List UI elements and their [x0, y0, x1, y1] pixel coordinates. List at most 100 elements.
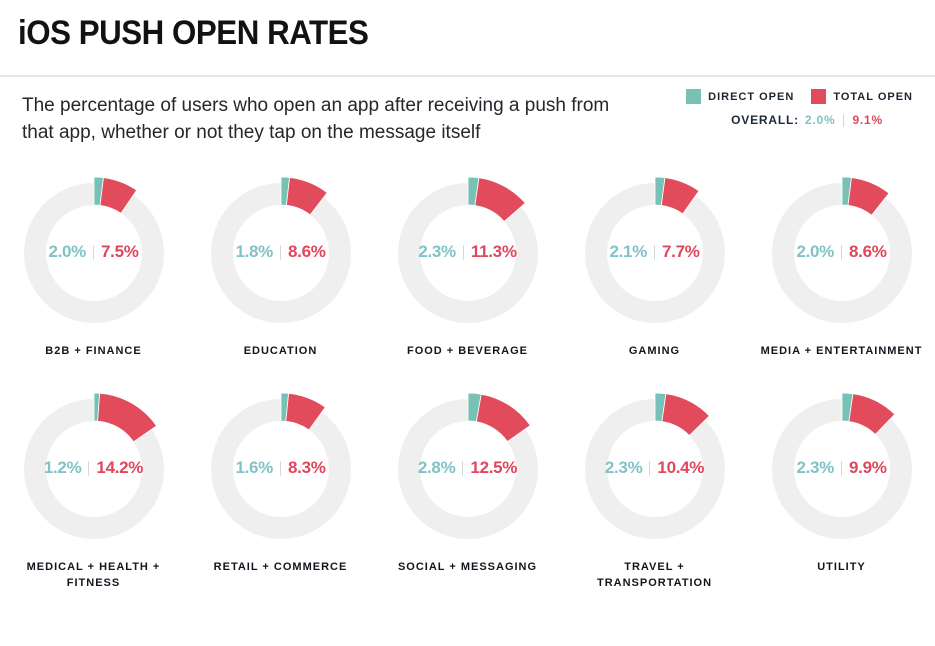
total-open-value: 9.9%	[849, 458, 887, 478]
header-divider	[0, 75, 935, 77]
total-open-arc	[847, 177, 890, 216]
total-open-value: 11.3%	[470, 242, 517, 262]
total-open-arc	[285, 177, 328, 216]
total-open-arc	[473, 177, 526, 223]
total-open-legend-label: TOTAL OPEN	[833, 90, 913, 103]
donut-chart: 2.3% 10.4%	[574, 388, 736, 550]
donut-cell: 2.3% 11.3% FOOD + BEVERAGE	[374, 172, 561, 372]
category-label: UTILITY	[817, 561, 866, 573]
total-open-value: 7.7%	[662, 242, 700, 262]
total-open-swatch	[811, 89, 827, 104]
total-open-value: 8.6%	[288, 242, 326, 262]
donut-svg	[584, 392, 725, 539]
category-label: SOCIAL + MESSAGING	[397, 561, 538, 573]
direct-open-legend-label: DIRECT OPEN	[708, 90, 795, 103]
donut-cell: 2.8% 12.5% SOCIAL + MESSAGING	[374, 388, 561, 592]
legend: DIRECT OPEN TOTAL OPEN	[686, 89, 913, 104]
donut-center-values: 1.2% 14.2%	[13, 458, 175, 478]
direct-open-value: 2.0%	[48, 242, 86, 262]
donut-svg	[23, 176, 164, 323]
donut-center-values: 2.3% 10.4%	[574, 458, 736, 478]
donut-chart: 2.3% 11.3%	[387, 172, 549, 334]
donut-cell: 1.6% 8.3% RETAIL + COMMERCE	[187, 388, 374, 592]
direct-open-value: 1.2%	[43, 458, 82, 478]
total-open-arc	[99, 177, 137, 214]
direct-open-value: 2.3%	[796, 458, 834, 478]
center-value-divider	[462, 244, 464, 260]
direct-open-value: 2.0%	[796, 242, 834, 262]
donut-svg	[23, 392, 164, 539]
direct-open-value: 2.8%	[417, 458, 456, 478]
category-label: MEDICAL + HEALTH + FITNESS	[26, 561, 161, 589]
direct-open-value: 1.6%	[235, 458, 273, 478]
intro-section: The percentage of users who open an app …	[0, 77, 935, 167]
donut-center-values: 2.1% 7.7%	[574, 242, 736, 262]
donut-chart: 2.0% 8.6%	[761, 172, 923, 334]
donut-chart: 2.1% 7.7%	[574, 172, 736, 334]
total-open-arc	[847, 393, 895, 435]
total-open-arc	[96, 392, 157, 443]
page-title: iOS PUSH OPEN RATES	[18, 14, 369, 52]
overall-divider	[843, 113, 845, 127]
total-open-arc	[475, 393, 531, 443]
category-label: GAMING	[628, 345, 681, 357]
donut-grid: 2.0% 7.5% B2B + FINANCE 1.8% 8.6% EDUCATION 2.…	[0, 172, 935, 592]
overall-total-value: 9.1%	[852, 113, 883, 127]
donut-svg	[771, 392, 912, 539]
center-value-divider	[462, 460, 464, 476]
center-value-divider	[654, 244, 655, 260]
donut-cell: 1.2% 14.2% MEDICAL + HEALTH + FITNESS	[0, 388, 187, 592]
donut-center-values: 1.6% 8.3%	[200, 458, 362, 478]
donut-svg	[210, 176, 351, 323]
total-open-value: 12.5%	[470, 458, 518, 478]
overall-stats: OVERALL: 2.0% 9.1%	[686, 113, 883, 127]
donut-svg	[771, 176, 912, 323]
donut-svg	[397, 392, 538, 539]
total-open-value: 10.4%	[657, 458, 705, 478]
direct-open-value: 2.3%	[418, 242, 456, 262]
total-open-arc	[284, 392, 326, 431]
total-open-value: 8.6%	[849, 242, 887, 262]
center-value-divider	[841, 460, 842, 476]
donut-chart: 2.0% 7.5%	[13, 172, 175, 334]
center-value-divider	[841, 244, 842, 260]
legend-area: DIRECT OPEN TOTAL OPEN OVERALL: 2.0% 9.1…	[686, 89, 913, 127]
donut-cell: 2.3% 10.4% TRAVEL + TRANSPORTATION	[561, 388, 748, 592]
page-subtitle: The percentage of users who open an app …	[22, 95, 610, 143]
direct-open-value: 2.1%	[609, 242, 647, 262]
total-open-arc	[660, 393, 710, 437]
category-label: B2B + FINANCE	[45, 345, 142, 357]
direct-open-value: 1.8%	[235, 242, 273, 262]
donut-chart: 1.6% 8.3%	[200, 388, 362, 550]
donut-chart: 2.3% 9.9%	[761, 388, 923, 550]
center-value-divider	[649, 460, 651, 476]
donut-cell: 2.0% 8.6% MEDIA + ENTERTAINMENT	[748, 172, 935, 372]
total-open-value: 14.2%	[96, 458, 144, 478]
category-label: MEDIA + ENTERTAINMENT	[760, 345, 923, 357]
donut-svg	[210, 392, 351, 539]
center-value-divider	[93, 244, 94, 260]
total-open-value: 8.3%	[288, 458, 326, 478]
donut-cell: 1.8% 8.6% EDUCATION	[187, 172, 374, 372]
donut-center-values: 2.8% 12.5%	[387, 458, 549, 478]
direct-open-value: 2.3%	[604, 458, 643, 478]
category-label: EDUCATION	[243, 345, 318, 357]
donut-center-values: 2.0% 8.6%	[761, 242, 923, 262]
donut-center-values: 1.8% 8.6%	[200, 242, 362, 262]
donut-cell: 2.0% 7.5% B2B + FINANCE	[0, 172, 187, 372]
overall-direct-value: 2.0%	[804, 113, 836, 127]
center-value-divider	[88, 460, 90, 476]
donut-chart: 1.2% 14.2%	[13, 388, 175, 550]
total-open-arc	[660, 177, 699, 215]
donut-chart: 1.8% 8.6%	[200, 172, 362, 334]
donut-cell: 2.3% 9.9% UTILITY	[748, 388, 935, 592]
category-label: RETAIL + COMMERCE	[213, 561, 348, 573]
category-label: TRAVEL + TRANSPORTATION	[596, 561, 713, 589]
donut-center-values: 2.3% 9.9%	[761, 458, 923, 478]
donut-cell: 2.1% 7.7% GAMING	[561, 172, 748, 372]
donut-svg	[584, 176, 725, 323]
total-open-value: 7.5%	[101, 242, 139, 262]
donut-chart: 2.8% 12.5%	[387, 388, 549, 550]
center-value-divider	[280, 244, 281, 260]
